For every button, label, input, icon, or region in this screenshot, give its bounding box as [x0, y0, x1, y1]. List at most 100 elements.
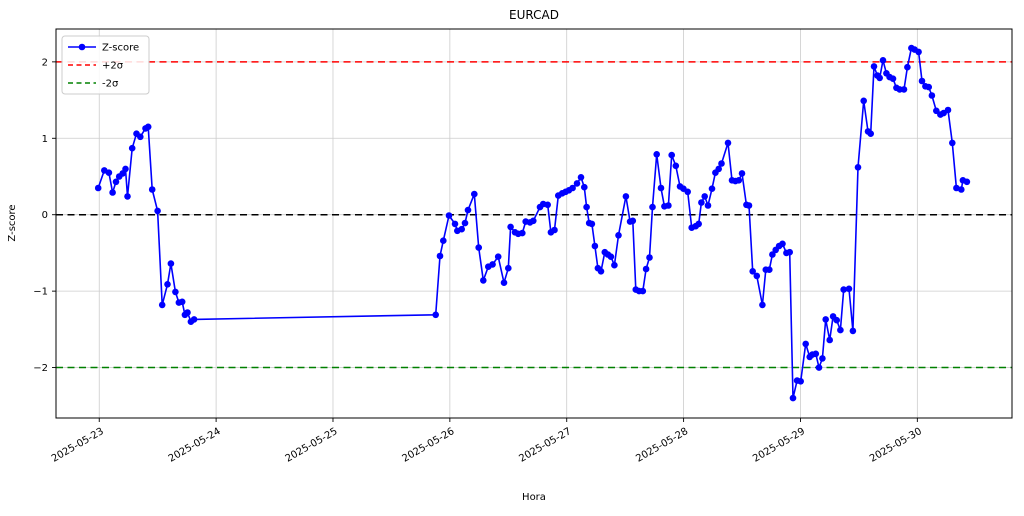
zscore-data-point: [928, 92, 936, 99]
zscore-data-point: [544, 201, 551, 209]
zscore-data-point: [653, 151, 660, 158]
zscore-data-point: [769, 251, 776, 258]
zscore-data-point: [112, 178, 120, 186]
zscore-data-point: [759, 301, 766, 309]
zscore-data-point: [109, 189, 116, 196]
zscore-data-point: [507, 223, 514, 231]
zscore-data-point: [445, 212, 453, 219]
zscore-data-point: [489, 261, 496, 268]
zscore-data-point: [845, 285, 853, 293]
zscore-data-point: [745, 202, 753, 209]
zscore-data-point: [436, 252, 444, 260]
zscore-data-point: [158, 301, 166, 309]
zscore-data-point: [122, 165, 129, 173]
zscore-data-point: [519, 229, 526, 237]
y-tick-label: 1: [42, 134, 48, 145]
zscore-data-point: [471, 190, 478, 198]
x-tick-label: 2025-05-26: [401, 426, 457, 465]
zscore-data-point: [148, 186, 156, 193]
zscore-data-point: [958, 186, 965, 193]
zscore-data-point: [889, 75, 897, 82]
zscore-data-point: [94, 184, 102, 192]
y-axis-label: Z-score: [7, 204, 18, 241]
zscore-data-point: [458, 225, 466, 233]
zscore-data-point: [753, 272, 761, 280]
zscore-data-point: [822, 316, 829, 323]
zscore-data-point: [735, 177, 743, 184]
zscore-data-point: [190, 316, 198, 323]
legend-box: [61, 35, 150, 95]
zscore-data-point: [684, 188, 691, 196]
zscore-data-point: [461, 219, 469, 227]
zscore-data-point: [668, 151, 675, 159]
x-axis-label: Hora: [522, 492, 546, 503]
x-tick-label: 2025-05-23: [50, 426, 106, 465]
zscore-data-point: [849, 327, 857, 335]
zscore-data-point: [815, 364, 823, 371]
zscore-data-point: [840, 286, 847, 293]
zscore-data-point: [900, 86, 908, 93]
zscore-data-point: [178, 298, 186, 306]
zscore-data-point: [128, 144, 136, 152]
x-tick-label: 2025-05-24: [167, 426, 223, 465]
zscore-data-point: [629, 217, 637, 225]
zscore-data-point: [137, 133, 144, 141]
plot-border: [55, 28, 1013, 419]
zscore-data-point: [915, 48, 922, 56]
x-tick-label: 2025-05-27: [517, 426, 573, 465]
zscore-data-point: [105, 169, 113, 176]
zscore-data-point: [701, 193, 708, 200]
y-tick-label: 2: [42, 57, 48, 68]
zscore-data-point: [172, 288, 179, 296]
zscore-data-point: [826, 336, 833, 344]
series-layer: [94, 44, 971, 402]
zscore-data-point: [708, 185, 716, 192]
zscore-data-point: [505, 264, 512, 272]
zscore-data-point: [925, 83, 932, 91]
zscore-data-point: [642, 265, 650, 273]
zscore-data-point: [494, 253, 502, 260]
zscore-data-point: [738, 170, 746, 177]
reference-lines-layer: [56, 61, 1012, 369]
zscore-data-point: [963, 178, 971, 186]
zscore-data-point: [879, 57, 887, 64]
x-tick-label: 2025-05-28: [634, 426, 690, 465]
zscore-data-point: [500, 279, 508, 287]
zscore-data-point: [870, 63, 878, 70]
zscore-data-point: [573, 180, 581, 187]
zscore-data-point: [581, 183, 588, 191]
legend-entry-label: Z-score: [102, 43, 139, 54]
zscore-data-point: [657, 184, 665, 192]
zscore-data-point: [639, 287, 647, 295]
y-tick-label: −1: [33, 287, 48, 298]
zscore-data-point: [749, 268, 756, 275]
zscore-data-point: [698, 199, 705, 206]
zscore-data-point: [819, 355, 826, 362]
y-tick-label: 0: [42, 210, 48, 221]
zscore-data-point: [854, 164, 862, 171]
zscore-data-point: [672, 162, 680, 170]
zscore-data-point: [164, 281, 171, 288]
zscore-data-point: [786, 248, 793, 256]
zscore-data-point: [154, 207, 161, 215]
zscore-data-point: [607, 253, 615, 260]
zscore-data-point: [837, 326, 844, 334]
zscore-data-point: [766, 266, 773, 274]
zscore-data-point: [904, 63, 911, 71]
zscore-data-point: [665, 202, 672, 209]
zscore-data-point: [451, 220, 459, 228]
zscore-data-point: [615, 232, 622, 239]
zscore-data-point: [597, 268, 605, 275]
zscore-data-point: [867, 130, 874, 137]
y-tick-label: −2: [33, 363, 48, 374]
zscore-data-point: [812, 350, 820, 358]
zscore-data-point: [622, 193, 630, 200]
zscore-data-point: [695, 220, 702, 228]
zscore-data-point: [588, 220, 596, 228]
zscore-data-point: [464, 206, 472, 214]
zscore-data-point: [779, 240, 786, 248]
zscore-data-point: [876, 74, 883, 82]
zscore-data-point: [530, 217, 537, 225]
